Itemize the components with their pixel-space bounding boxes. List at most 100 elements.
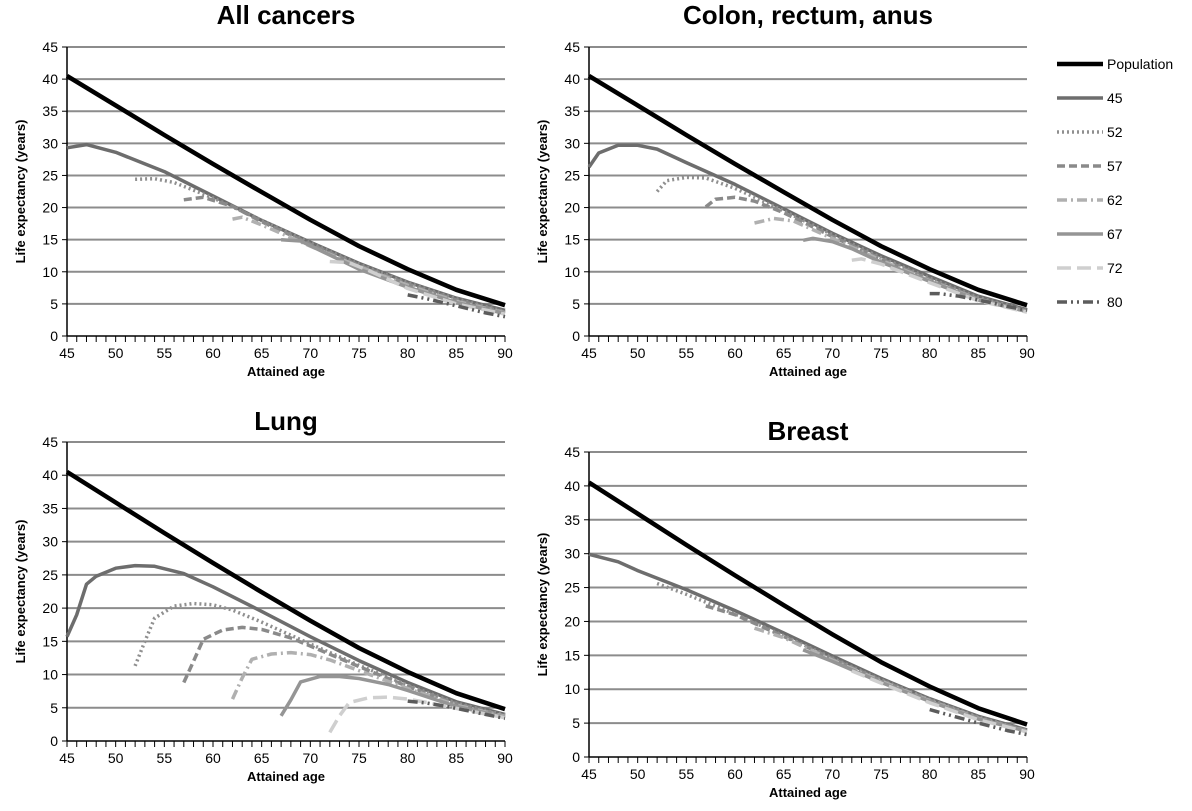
x-tick-label: 75	[351, 750, 367, 766]
y-tick-label: 35	[42, 500, 58, 516]
y-tick-label: 20	[42, 200, 58, 216]
y-tick-label: 0	[50, 328, 58, 344]
x-tick-label: 70	[303, 345, 319, 361]
chart-panel-1: All cancers 0 5 10 15 20 25 30 35 40 45 45 50 55 60 65 7…	[13, 0, 513, 379]
legend-label: 62	[1107, 192, 1123, 208]
x-tick-label: 85	[449, 750, 465, 766]
x-tick-label: 45	[581, 345, 597, 361]
x-tick-label: 85	[971, 345, 987, 361]
legend-item: 62	[1057, 192, 1123, 208]
x-tick-label: 60	[205, 345, 221, 361]
y-axis-label: Life expectancy (years)	[13, 120, 28, 264]
x-tick-label: 45	[581, 766, 597, 782]
x-tick-label: 45	[59, 750, 75, 766]
legend-item: Population	[1057, 56, 1173, 72]
y-axis-label: Life expectancy (years)	[535, 533, 550, 677]
x-axis-label: Attained age	[247, 364, 325, 379]
y-tick-label: 5	[50, 700, 58, 716]
y-tick-label: 40	[42, 71, 58, 87]
chart-title: Colon, rectum, anus	[683, 0, 933, 30]
y-tick-label: 25	[42, 167, 58, 183]
x-tick-label: 55	[157, 345, 173, 361]
x-tick-label: 90	[1019, 766, 1035, 782]
series-line-45	[65, 563, 506, 717]
y-tick-label: 45	[42, 434, 58, 450]
x-tick-label: 50	[630, 766, 646, 782]
x-tick-label: 65	[776, 766, 792, 782]
series-line-population	[65, 469, 506, 712]
y-tick-label: 40	[564, 478, 580, 494]
y-tick-label: 15	[564, 647, 580, 663]
legend-label: Population	[1107, 56, 1173, 72]
chart-panel-3: Lung 0 5 10 15 20 25 30 35 40 45 45 50 55 60 65 70 75 80 85…	[13, 406, 513, 784]
y-tick-label: 20	[42, 600, 58, 616]
x-tick-label: 55	[157, 750, 173, 766]
y-tick-label: 15	[564, 232, 580, 248]
x-tick-label: 70	[825, 766, 841, 782]
y-tick-label: 10	[564, 264, 580, 280]
x-tick-label: 65	[254, 345, 270, 361]
legend-label: 72	[1107, 260, 1123, 276]
x-tick-label: 50	[630, 345, 646, 361]
y-axis-label: Life expectancy (years)	[535, 120, 550, 264]
x-tick-label: 55	[679, 345, 695, 361]
x-tick-label: 80	[400, 750, 416, 766]
legend-label: 80	[1107, 294, 1123, 310]
legend-item: 67	[1057, 226, 1123, 242]
x-tick-label: 80	[922, 766, 938, 782]
series-line-52	[656, 581, 1028, 733]
x-tick-label: 80	[400, 345, 416, 361]
series-line-72	[329, 259, 506, 316]
chart-panel-4: Breast 0 5 10 15 20 25 30 35 40 45 45 50 55 60 65 70 75 80…	[535, 416, 1035, 800]
series-line-57	[183, 195, 506, 314]
legend-item: 45	[1057, 90, 1123, 106]
x-tick-label: 70	[825, 345, 841, 361]
chart-title: Lung	[254, 406, 318, 436]
x-tick-label: 85	[971, 766, 987, 782]
y-tick-label: 40	[564, 71, 580, 87]
y-tick-label: 30	[564, 135, 580, 151]
series-line-57	[182, 625, 506, 718]
y-tick-label: 20	[564, 613, 580, 629]
x-tick-label: 75	[873, 766, 889, 782]
y-tick-label: 5	[572, 296, 580, 312]
y-tick-label: 35	[42, 103, 58, 119]
series-line-80	[929, 707, 1028, 737]
y-tick-label: 30	[564, 546, 580, 562]
series-line-67	[279, 674, 506, 719]
y-tick-label: 45	[42, 39, 58, 55]
series-line-population	[587, 73, 1028, 308]
y-tick-label: 25	[42, 567, 58, 583]
x-tick-label: 55	[679, 766, 695, 782]
legend-item: 52	[1057, 124, 1123, 140]
y-tick-label: 25	[564, 167, 580, 183]
x-tick-label: 50	[108, 750, 124, 766]
series-line-52	[133, 601, 506, 717]
series-line-45	[587, 143, 1028, 312]
x-tick-label: 90	[497, 345, 513, 361]
series-line-57	[705, 604, 1028, 733]
y-tick-label: 0	[572, 328, 580, 344]
x-tick-label: 80	[922, 345, 938, 361]
y-tick-label: 5	[572, 715, 580, 731]
y-tick-label: 30	[42, 135, 58, 151]
y-tick-label: 45	[564, 444, 580, 460]
x-axis-label: Attained age	[247, 769, 325, 784]
x-tick-label: 90	[1019, 345, 1035, 361]
x-axis-label: Attained age	[769, 364, 847, 379]
y-tick-label: 35	[564, 103, 580, 119]
y-tick-label: 40	[42, 467, 58, 483]
y-tick-label: 15	[42, 633, 58, 649]
x-tick-label: 90	[497, 750, 513, 766]
series-line-62	[753, 626, 1028, 733]
y-tick-label: 20	[564, 200, 580, 216]
legend-label: 45	[1107, 90, 1123, 106]
x-tick-label: 60	[205, 750, 221, 766]
legend-label: 57	[1107, 158, 1123, 174]
series-line-population	[65, 73, 506, 308]
chart-panel-2: Colon, rectum, anus 0 5 10 15 20 25 30 35 40 45 45 5…	[535, 0, 1035, 379]
x-tick-label: 75	[351, 345, 367, 361]
series-line-72	[328, 695, 506, 734]
x-tick-label: 75	[873, 345, 889, 361]
